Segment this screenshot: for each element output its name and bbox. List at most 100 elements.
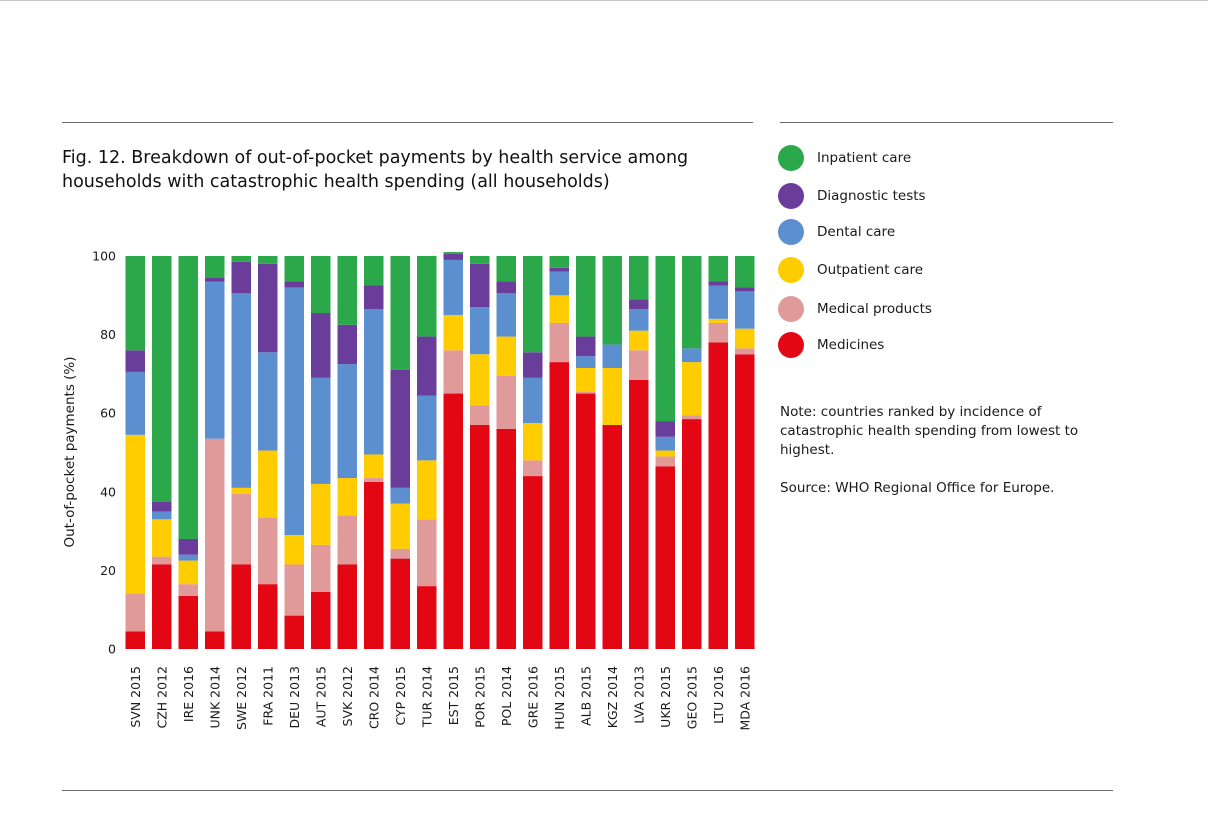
bar-segment-outpatient-care [523,423,543,461]
bar-segment-inpatient-care [178,256,198,539]
bar-segment-medicines [443,393,463,649]
title-top-rule [62,122,753,123]
bar-segment-inpatient-care [443,252,463,255]
x-tick-label: AUT 2015 [313,666,328,727]
bar-segment-medicines [205,631,225,649]
bar-lva-2013 [629,256,649,649]
bar-segment-diagnostic-tests [231,261,251,294]
bar-segment-medicines [496,428,516,649]
x-tick-label: GRE 2016 [525,666,540,728]
bar-segment-dental-care [443,259,463,315]
x-tick-label: FRA 2011 [260,666,275,726]
y-tick-label: 40 [100,484,116,499]
x-tick-label: KGZ 2014 [605,666,620,728]
x-tick-label: CYP 2015 [393,666,408,725]
bar-alb-2015 [576,256,596,649]
x-tick-label: CRO 2014 [366,666,381,729]
legend-item-outpatient-care: Outpatient care [778,257,923,283]
bar-segment-dental-care [390,487,410,504]
x-tick-label: LVA 2013 [631,666,646,724]
x-tick-label: LTU 2016 [711,666,726,724]
bar-segment-diagnostic-tests [125,350,145,372]
bar-segment-medicines [284,615,304,649]
bar-segment-medicines [576,393,596,649]
x-tick-label: HUN 2015 [552,666,567,730]
bar-segment-diagnostic-tests [178,538,198,555]
bar-geo-2015 [682,256,702,649]
y-axis: 0 20 40 60 80 100 [92,249,116,657]
bar-segment-inpatient-care [284,256,304,282]
bar-segment-medicines [337,564,357,649]
x-tick-label: GEO 2015 [684,666,699,729]
bar-segment-dental-care [125,371,145,435]
bar-segment-outpatient-care [417,460,437,520]
bar-segment-medicines [364,481,384,649]
bar-segment-diagnostic-tests [629,299,649,310]
bar-segment-diagnostic-tests [205,277,225,282]
bar-segment-dental-care [708,285,728,319]
bar-segment-medical-products [178,584,198,596]
bars-group [125,252,755,649]
bar-hun-2015 [549,256,569,649]
bar-segment-diagnostic-tests [470,263,490,308]
bar-segment-medicines [417,586,437,649]
bar-segment-diagnostic-tests [735,287,755,292]
bar-segment-diagnostic-tests [443,254,463,260]
bar-segment-dental-care [682,348,702,363]
bar-segment-medicines [682,419,702,649]
bar-segment-inpatient-care [390,256,410,370]
bar-cro-2014 [364,256,384,649]
bar-segment-medicines [125,631,145,649]
bar-segment-inpatient-care [205,256,225,278]
page-top-border [0,0,1208,1]
bar-segment-dental-care [417,395,437,461]
bar-segment-outpatient-care [311,483,331,545]
bar-segment-outpatient-care [178,560,198,585]
bar-segment-dental-care [311,377,331,484]
bar-segment-dental-care [337,364,357,479]
bar-segment-inpatient-care [337,256,357,325]
bar-segment-medicines [523,476,543,649]
legend-top-rule [780,122,1113,123]
bar-segment-medicines [311,592,331,649]
bar-swe-2012 [231,256,251,649]
bar-segment-outpatient-care [602,368,622,425]
legend-item-inpatient-care: Inpatient care [778,145,911,171]
legend-label: Medical products [817,301,932,317]
bar-segment-outpatient-care [258,450,278,518]
bar-segment-dental-care [735,291,755,329]
bar-ire-2016 [178,256,198,649]
bar-pol-2014 [496,256,516,649]
bar-segment-medical-products [231,493,251,565]
bar-segment-outpatient-care [231,487,251,494]
bar-segment-diagnostic-tests [364,285,384,310]
bar-segment-outpatient-care [735,328,755,349]
bar-segment-medical-products [205,438,225,632]
bar-segment-medical-products [125,593,145,632]
legend-swatch-inpatient-care [778,145,804,171]
bar-est-2015 [443,252,463,649]
y-tick-label: 0 [108,642,116,657]
bar-segment-diagnostic-tests [496,281,516,294]
bar-segment-inpatient-care [655,256,675,422]
y-tick-label: 60 [100,406,116,421]
bar-segment-diagnostic-tests [708,281,728,286]
legend-swatch-diagnostic-tests [778,183,804,209]
chart-source: Source: WHO Regional Office for Europe. [780,480,1055,496]
bar-segment-dental-care [178,554,198,561]
bar-segment-medical-products [390,548,410,559]
x-tick-label: EST 2015 [446,666,461,725]
bar-segment-medical-products [417,519,437,587]
bar-segment-dental-care [284,287,304,536]
bar-segment-diagnostic-tests [549,267,569,272]
bar-segment-medical-products [443,350,463,394]
bar-segment-medicines [602,424,622,649]
bar-segment-medical-products [470,405,490,425]
bar-segment-outpatient-care [682,362,702,416]
bar-segment-outpatient-care [390,503,410,549]
bar-segment-medicines [258,584,278,649]
bar-tur-2014 [417,256,437,649]
figure-title: Fig. 12. Breakdown of out-of-pocket paym… [62,148,689,192]
bar-segment-inpatient-care [496,256,516,282]
bar-segment-dental-care [576,356,596,369]
